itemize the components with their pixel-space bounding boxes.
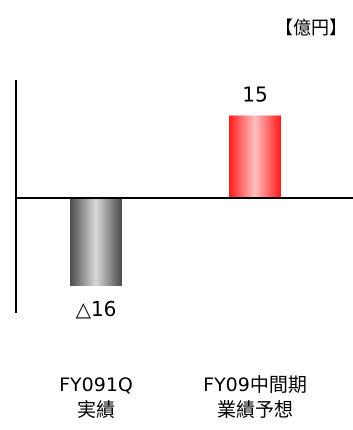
- bar-0: [70, 198, 122, 286]
- category-label-line1: FY09中間期: [203, 374, 307, 396]
- unit-label: 【億円】: [275, 18, 347, 39]
- category-label-fy09-interim: FY09中間期 業績予想: [180, 373, 330, 423]
- bar-1: [229, 115, 281, 198]
- data-label-0: △16: [76, 297, 117, 321]
- category-label-fy091q: FY091Q 実績: [21, 373, 171, 423]
- data-label-1: 15: [242, 83, 267, 107]
- category-label-line2: 業績予想: [216, 399, 293, 421]
- category-label-line2: 実績: [76, 399, 115, 421]
- category-label-line1: FY091Q: [59, 374, 133, 396]
